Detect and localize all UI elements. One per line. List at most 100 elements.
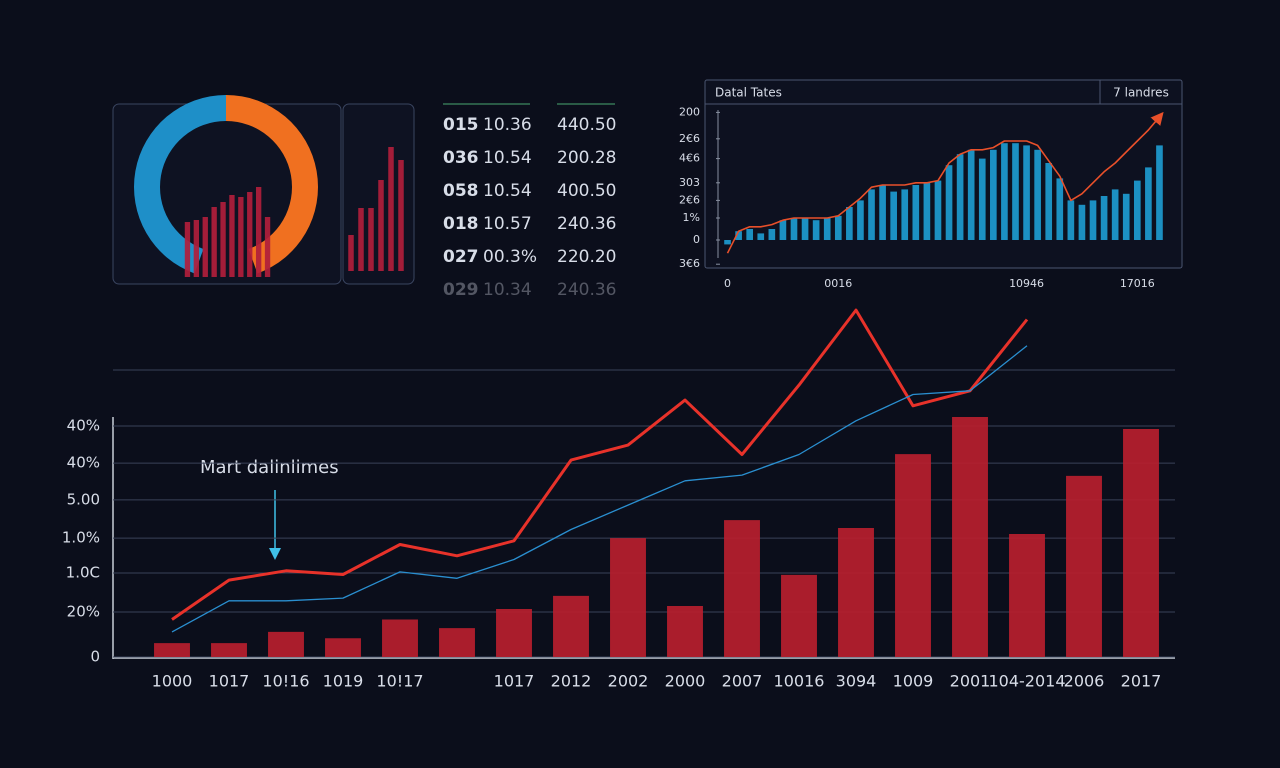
bar [1066, 475, 1102, 657]
bar [781, 574, 817, 657]
y-tick-label: 303 [679, 176, 700, 189]
bar [1012, 143, 1019, 240]
table-cell: 058 [443, 181, 479, 201]
bar [247, 192, 253, 277]
bar [1045, 163, 1053, 240]
bar [1156, 145, 1163, 240]
donut-segment [226, 95, 319, 274]
bar [229, 195, 235, 277]
bar [923, 182, 931, 240]
table-cell: 018 [443, 214, 479, 234]
bar [868, 189, 875, 240]
bar [193, 220, 200, 277]
bar [1056, 178, 1064, 240]
x-tick-label: 1017 [209, 672, 250, 691]
y-tick-label: 2€6 [679, 132, 700, 145]
y-tick-label: 0 [693, 233, 700, 246]
y-tick-label: 0 [90, 648, 100, 666]
bar [398, 160, 404, 271]
line [171, 308, 1029, 621]
bar [746, 229, 754, 240]
bar [358, 208, 364, 271]
bar [325, 638, 361, 657]
x-tick-label: 104-2014 [988, 672, 1065, 691]
bar [1089, 200, 1097, 240]
y-tick-label: 1% [683, 211, 700, 224]
bar [952, 417, 988, 657]
bar [1001, 143, 1008, 240]
bar [735, 231, 742, 240]
table-cell: 036 [443, 148, 479, 168]
y-tick-label: 1.0C [66, 564, 100, 582]
bar [890, 191, 897, 240]
bar [382, 619, 418, 657]
table-cell: 10.57 [483, 214, 532, 234]
bar [895, 454, 931, 657]
table-cell: 027 [443, 247, 479, 267]
table-cell: 400.50 [557, 181, 616, 201]
bar [667, 606, 703, 657]
bar [1078, 204, 1086, 240]
bar [1111, 189, 1119, 240]
y-tick-label: 2€6 [679, 193, 700, 206]
table-cell: 00.3% [483, 247, 537, 267]
bar [268, 631, 304, 657]
bar [978, 158, 986, 240]
y-tick-label: 40% [67, 417, 100, 435]
table-cell: 015 [443, 115, 479, 135]
x-tick-label: 1009 [893, 672, 934, 691]
bar [255, 187, 262, 277]
x-tick-label: 2001 [950, 672, 991, 691]
x-tick-label: 1000 [152, 672, 193, 691]
bar [990, 149, 997, 240]
bar [834, 215, 842, 240]
bar [724, 240, 731, 245]
bar [967, 149, 975, 240]
bar [1123, 429, 1159, 657]
panel-badge: 7 landres [1113, 86, 1169, 100]
x-tick-label: 0 [724, 277, 731, 290]
bar [934, 180, 942, 240]
bar [801, 218, 809, 240]
bar [211, 207, 217, 277]
bar [348, 235, 354, 271]
annotation: Mart dalinlimes [200, 457, 339, 478]
table-cell: 220.20 [557, 247, 616, 267]
y-tick-label: 4€6 [679, 152, 700, 165]
bar [154, 643, 190, 657]
bar [264, 217, 271, 277]
bar [238, 197, 244, 277]
table-cell: 240.36 [557, 280, 616, 300]
table-cell: 10.54 [483, 181, 532, 201]
bar [368, 208, 374, 271]
bar [388, 147, 394, 271]
bar [211, 643, 247, 657]
y-tick-label: 3€6 [679, 257, 700, 270]
donut-segment [133, 95, 226, 274]
bar [768, 229, 776, 240]
x-tick-label: 1017 [494, 672, 535, 691]
x-tick-label: 2006 [1064, 672, 1105, 691]
panel-title: Datal Tates [715, 86, 782, 100]
bar [1122, 193, 1130, 240]
bar [779, 220, 787, 240]
y-tick-label: 40% [67, 454, 100, 472]
x-tick-label: 17016 [1120, 277, 1155, 290]
line [171, 345, 1028, 633]
datal-panel [704, 79, 1183, 269]
bar [202, 217, 208, 277]
line [726, 111, 1164, 254]
y-tick-label: 20% [67, 603, 100, 621]
table-cell: 10.36 [483, 115, 532, 135]
bar [912, 185, 920, 240]
bar [439, 628, 475, 657]
bar [1023, 145, 1030, 240]
bar [790, 218, 798, 240]
bar [1100, 196, 1108, 240]
bar [378, 180, 384, 271]
x-tick-label: 0016 [824, 277, 852, 290]
bar [857, 200, 864, 240]
x-tick-label: 10016 [774, 672, 825, 691]
table-cell: 240.36 [557, 214, 616, 234]
x-tick-label: 10946 [1009, 277, 1044, 290]
